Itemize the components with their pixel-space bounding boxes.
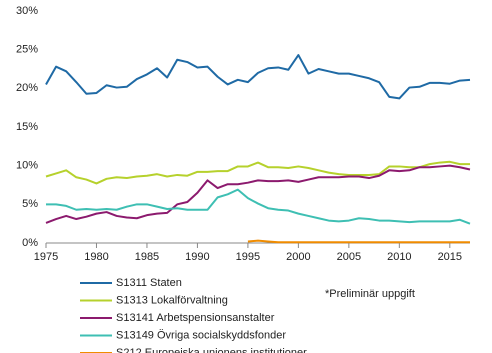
series-line [46, 188, 471, 225]
x-tick-label: 2005 [337, 251, 361, 263]
series-line [247, 239, 470, 244]
x-tick-label: 1990 [185, 251, 209, 263]
legend-label: S1313 Lokalförvaltning [116, 294, 228, 306]
annotation: *Preliminär uppgift [325, 288, 415, 300]
y-tick-label: 10% [16, 160, 38, 172]
x-tick-label: 2000 [286, 251, 310, 263]
x-tick-label: 2010 [387, 251, 411, 263]
x-tick-label: 1995 [236, 251, 260, 263]
x-tick-label: 1985 [135, 251, 159, 263]
series-line [45, 160, 470, 185]
y-tick-label: 20% [16, 82, 38, 94]
x-tick-label: 2015 [438, 251, 462, 263]
legend-label: S13141 Arbetspensionsanstalter [116, 312, 275, 324]
x-tick-label: 1980 [84, 251, 108, 263]
series-line [45, 164, 471, 224]
series-line [45, 54, 471, 100]
x-tick-label: 1975 [34, 251, 58, 263]
legend-label: S1311 Staten [116, 277, 182, 289]
y-tick-label: 25% [16, 44, 38, 56]
y-tick-label: 30% [16, 5, 38, 17]
y-tick-label: 0% [22, 237, 38, 249]
y-tick-label: 15% [16, 121, 38, 133]
y-tick-label: 5% [22, 198, 38, 210]
legend-label: S212 Europeiska unionens institutioner [116, 347, 307, 353]
legend-label: S13149 Övriga socialskyddsfonder [116, 329, 286, 341]
